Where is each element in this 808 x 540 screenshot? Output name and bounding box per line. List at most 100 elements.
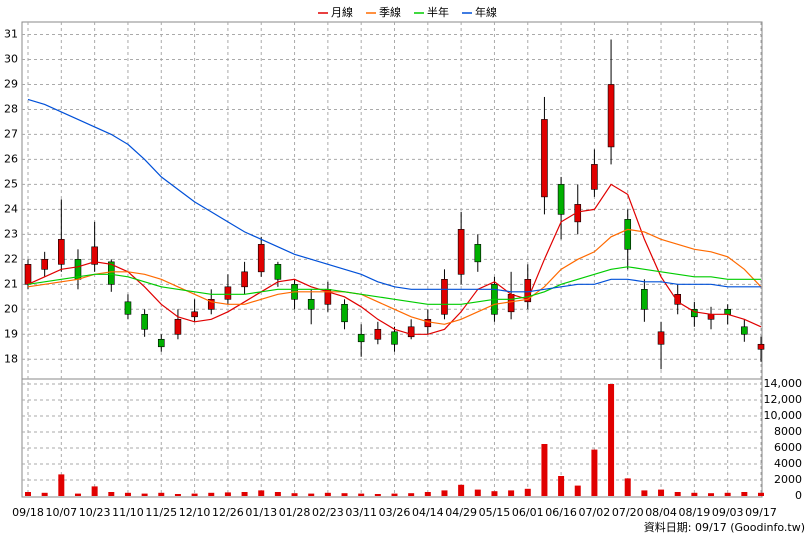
y-tick-label: 29	[4, 77, 18, 90]
volume-bar	[224, 492, 231, 496]
x-tick-label: 12/26	[212, 506, 244, 519]
y-tick-label: 31	[4, 27, 18, 40]
volume-bar	[241, 492, 248, 496]
candle-body	[557, 184, 565, 215]
candle-body	[107, 261, 115, 285]
y-tick-label: 25	[4, 177, 18, 190]
volume-bar	[441, 490, 448, 496]
candle-body	[524, 279, 532, 303]
volume-bar	[374, 494, 381, 496]
volume-bar	[474, 489, 481, 496]
x-tick-label: 01/28	[279, 506, 311, 519]
y-tick-label: 28	[4, 102, 18, 115]
y-tick-label: 22	[4, 252, 18, 265]
candle-body	[474, 244, 482, 263]
candle-body	[174, 318, 182, 335]
x-tick-label: 03/26	[379, 506, 411, 519]
candle-body	[41, 259, 48, 270]
x-tick-label: 11/25	[145, 506, 177, 519]
y-tick-label: 19	[4, 327, 18, 340]
volume-bar	[358, 493, 365, 496]
ma-line	[27, 98, 761, 293]
volume-bar	[458, 484, 465, 496]
candle-body	[757, 343, 765, 350]
volume-bar	[558, 476, 565, 496]
x-tick-label: 10/07	[45, 506, 77, 519]
y-tick-label: 21	[4, 277, 18, 290]
volume-bar	[724, 492, 731, 496]
volume-bar	[74, 493, 81, 496]
candle-body	[424, 318, 432, 328]
volume-bar	[258, 490, 265, 496]
volume-bar	[691, 492, 698, 496]
candle-body	[591, 164, 598, 190]
volume-bar	[308, 493, 315, 496]
volume-bar	[341, 493, 348, 496]
volume-bar	[91, 486, 98, 496]
volume-bar	[141, 493, 148, 496]
volume-bar	[291, 493, 298, 496]
candle-body	[607, 84, 615, 148]
volume-bar	[758, 492, 764, 496]
volume-tick-label: 4000	[774, 457, 802, 470]
legend-label: 年線	[475, 5, 497, 19]
candle-body	[707, 313, 715, 320]
candle-body	[224, 286, 232, 300]
candle-body	[24, 264, 32, 285]
x-tick-label: 06/16	[545, 506, 577, 519]
volume-tick-label: 0	[795, 489, 802, 502]
ma-line	[27, 266, 761, 305]
ma-line	[27, 228, 762, 325]
candle-body	[641, 289, 648, 310]
candle-body	[724, 308, 731, 315]
volume-bar	[674, 492, 681, 496]
volume-bar	[624, 478, 631, 496]
volume-bar	[208, 492, 215, 496]
candle-body	[624, 219, 632, 250]
x-tick-label: 11/10	[112, 506, 144, 519]
x-tick-label: 12/10	[179, 506, 211, 519]
candle-body	[58, 239, 65, 265]
candle-body	[274, 264, 282, 280]
candle-body	[407, 326, 415, 338]
x-tick-label: 01/13	[245, 506, 277, 519]
candle-body	[507, 294, 515, 313]
volume-bar	[324, 492, 331, 496]
volume-tick-label: 6000	[774, 441, 802, 454]
volume-bar	[574, 485, 581, 496]
candle-body	[307, 299, 315, 310]
candle-body	[441, 279, 448, 315]
candle-body	[241, 271, 248, 288]
volume-bar	[741, 492, 748, 496]
candle-body	[357, 333, 365, 343]
candle-body	[691, 308, 698, 318]
legend-label: 半年	[427, 5, 449, 19]
volume-bar	[424, 492, 431, 496]
candle-body	[741, 326, 748, 335]
y-tick-label: 24	[4, 202, 18, 215]
candle-body	[341, 304, 348, 323]
x-tick-label: 04/14	[412, 506, 444, 519]
volume-bar	[524, 488, 531, 496]
footer: 資料日期: 09/17 (Goodinfo.tw)	[644, 520, 805, 534]
legend-label: 月線	[331, 5, 353, 19]
x-tick-label: 03/11	[345, 506, 377, 519]
candle-body	[124, 301, 132, 315]
volume-bar	[174, 494, 181, 496]
x-tick-label: 10/23	[79, 506, 111, 519]
volume-bar	[408, 493, 415, 496]
volume-tick-label: 2000	[774, 473, 802, 486]
x-tick-label: 08/04	[645, 506, 677, 519]
x-tick-label: 05/15	[479, 506, 511, 519]
candle-body	[141, 313, 148, 330]
volume-bar	[491, 491, 498, 496]
x-tick-label: 08/19	[679, 506, 711, 519]
candle-body	[657, 331, 665, 345]
candle-body	[157, 338, 165, 348]
x-tick-label: 02/23	[312, 506, 344, 519]
volume-tick-label: 8000	[774, 425, 802, 438]
legend: 月線 季線 半年 年線	[318, 5, 497, 19]
candle-body	[374, 328, 382, 340]
volume-tick-label: 12,000	[764, 393, 803, 406]
ma-line	[27, 183, 762, 335]
